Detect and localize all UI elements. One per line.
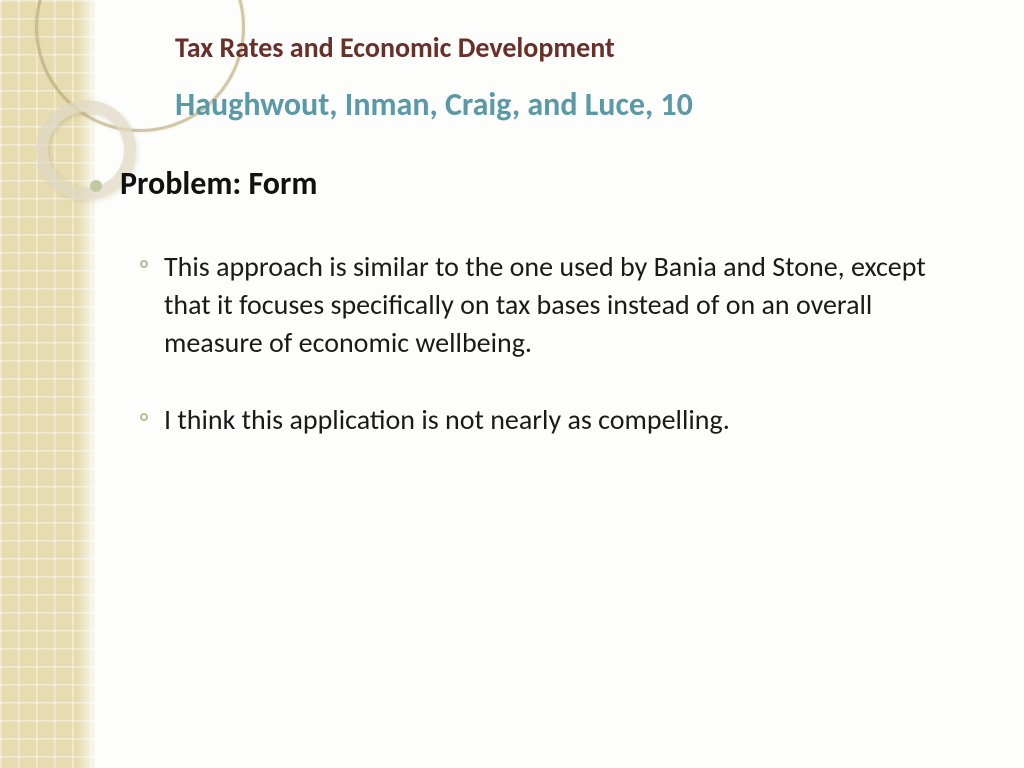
slide-subtitle: Haughwout, Inman, Craig, and Luce, 10: [175, 85, 984, 124]
bullet-label: Problem: Form: [120, 164, 317, 203]
sub-bullet-item: I think this application is not nearly a…: [140, 401, 984, 439]
slide-content: Tax Rates and Economic Development Haugh…: [120, 30, 984, 479]
bullet-item: Problem: Form: [120, 164, 984, 203]
slide-title: Tax Rates and Economic Development: [175, 30, 984, 65]
sub-bullet-marker-icon: [140, 260, 148, 268]
sub-bullet-text: I think this application is not nearly a…: [164, 401, 730, 439]
sub-bullet-marker-icon: [140, 413, 148, 421]
bullet-marker-icon: [90, 180, 102, 192]
sub-bullet-text: This approach is similar to the one used…: [164, 248, 944, 361]
sub-bullet-item: This approach is similar to the one used…: [140, 248, 984, 361]
